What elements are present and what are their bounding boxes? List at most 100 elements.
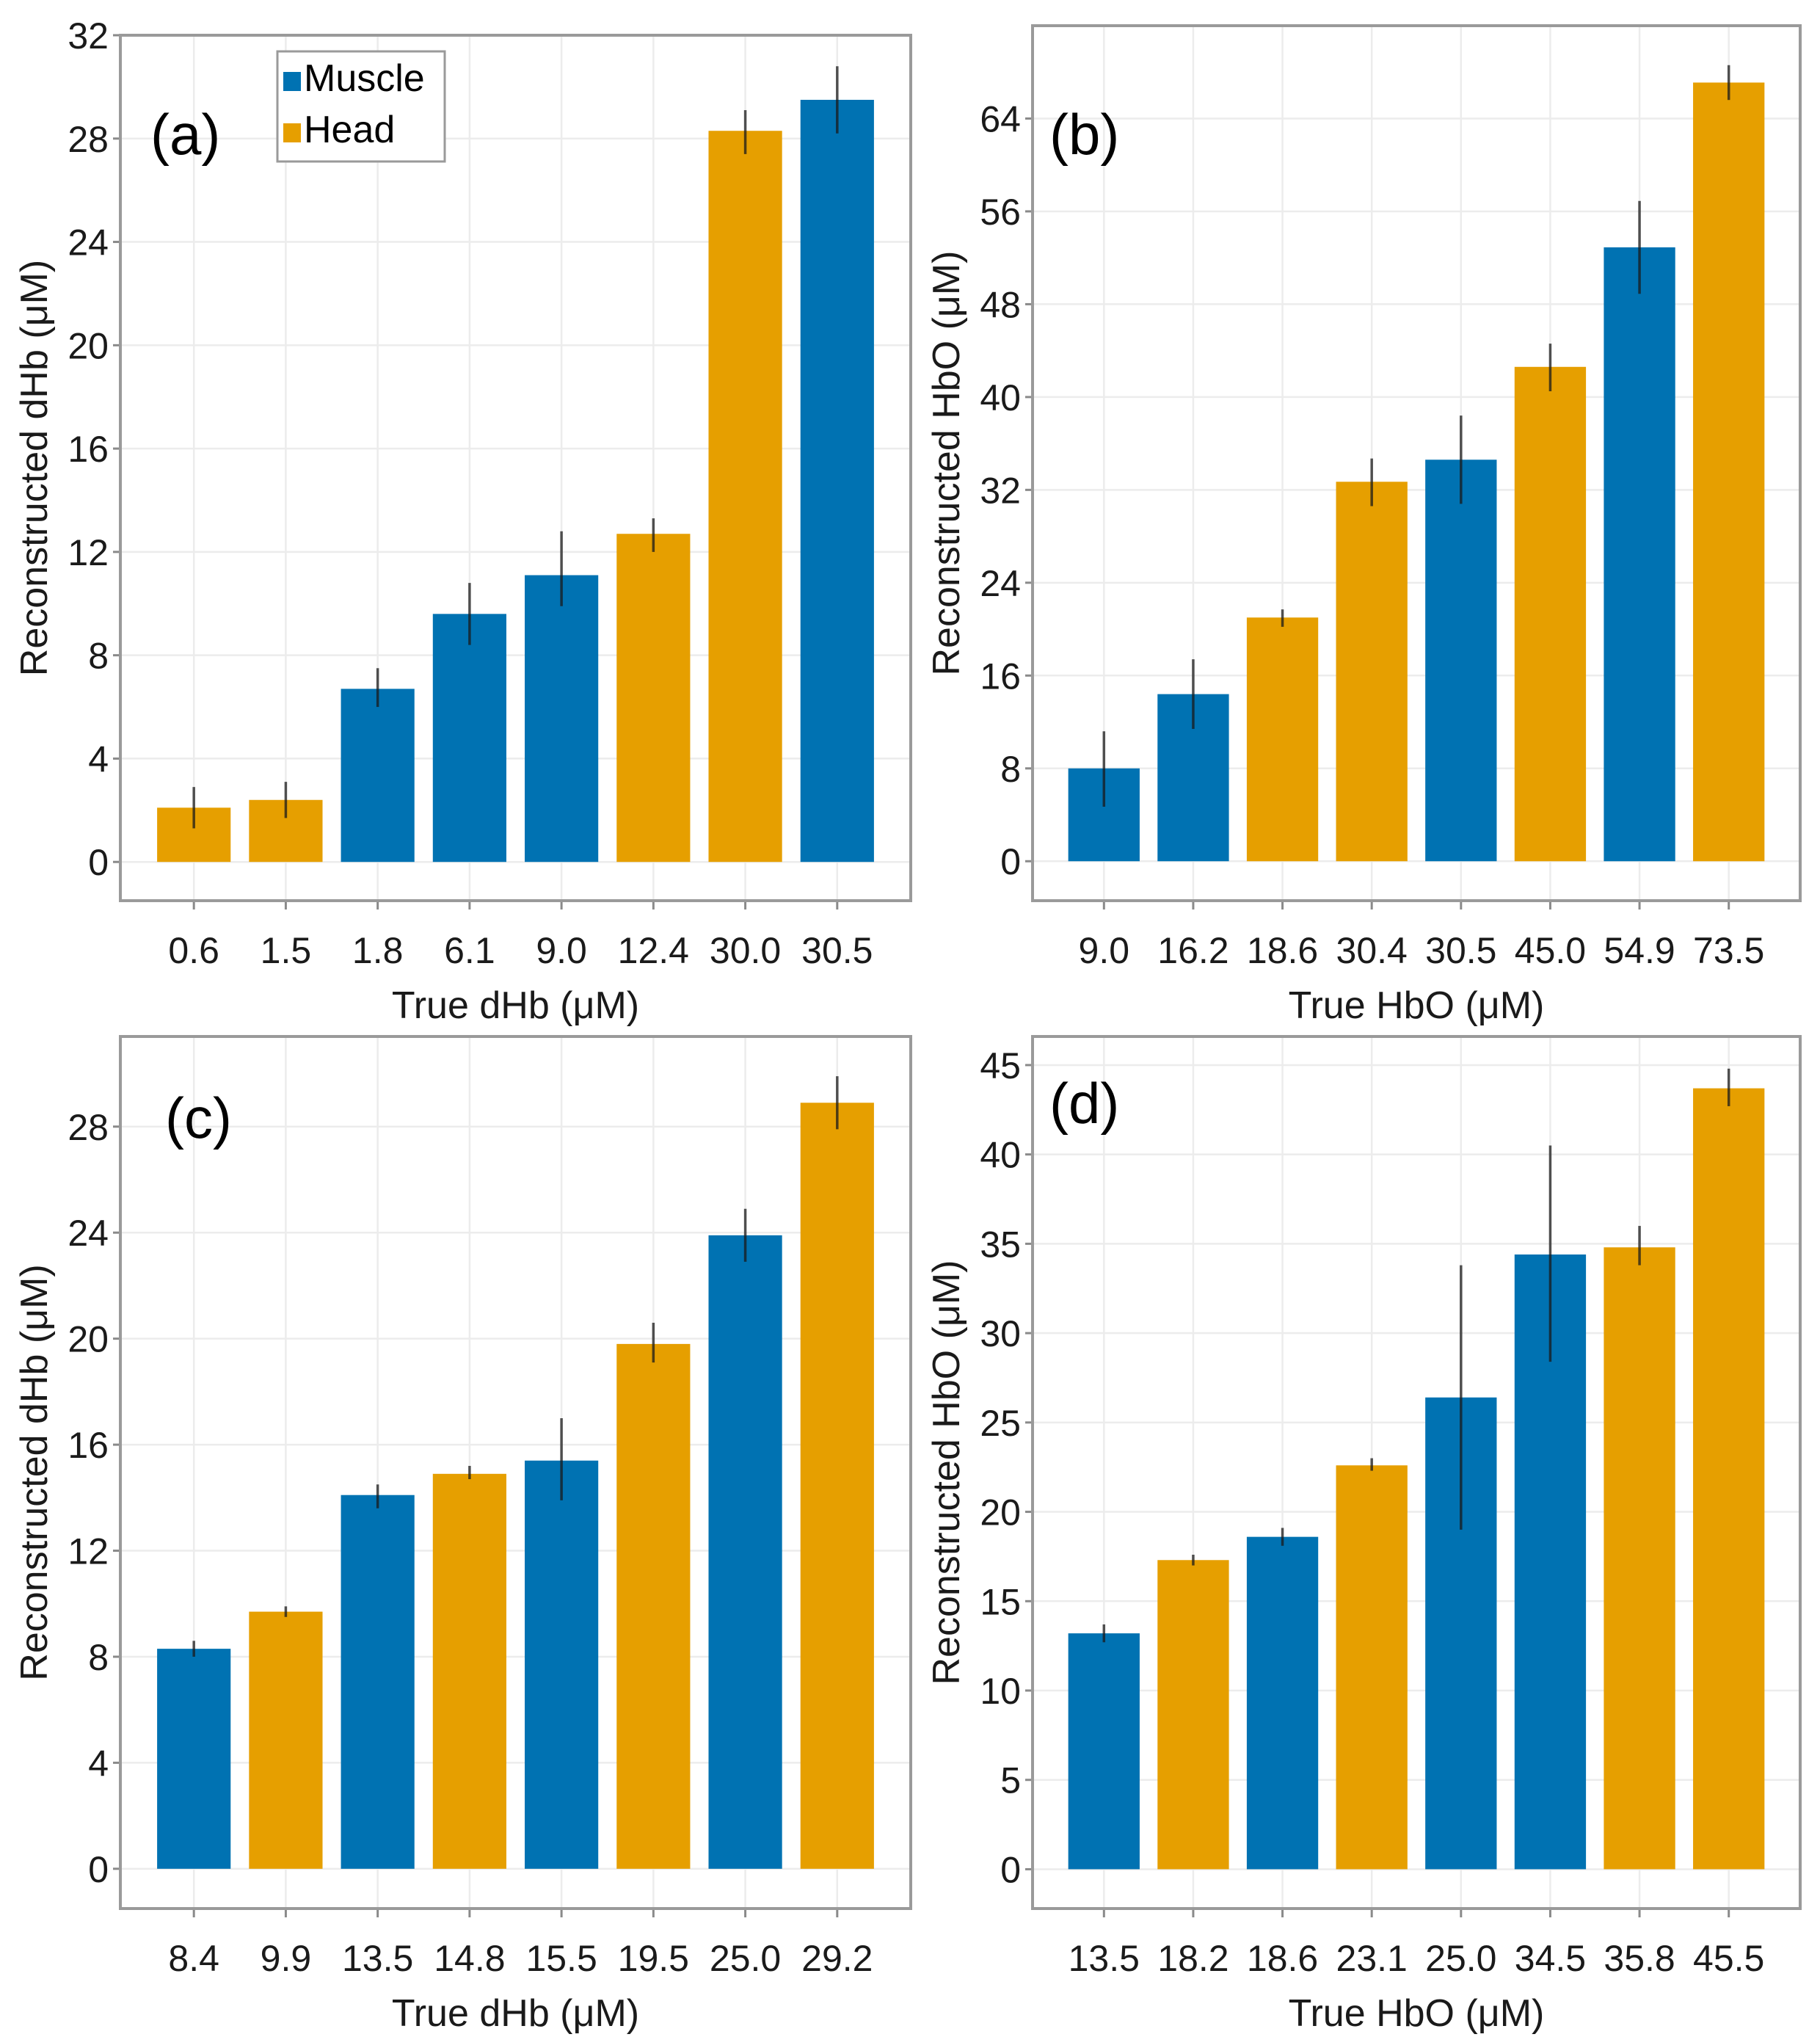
bar-muscle: [800, 99, 874, 863]
bar-muscle: [525, 575, 599, 863]
x-tick-label: 30.5: [1425, 930, 1496, 971]
bar-muscle: [1246, 1536, 1319, 1870]
bar-muscle: [341, 1495, 415, 1869]
y-axis-title: Reconstructed HbO (μM): [925, 250, 968, 675]
bar-head: [1336, 482, 1408, 862]
x-tick-label: 34.5: [1515, 1938, 1586, 1979]
x-tick-label: 6.1: [444, 930, 495, 971]
x-tick-label: 30.4: [1336, 930, 1408, 971]
x-tick-label: 9.0: [1079, 930, 1130, 971]
plot-frame: [1031, 1035, 1802, 1910]
legend: Muscle Head: [276, 50, 446, 163]
plot-area: [120, 1036, 911, 1909]
x-axis-title: True HbO (μM): [1289, 1992, 1545, 2035]
x-tick-label: 25.0: [1425, 1938, 1496, 1979]
x-tick-label: 73.5: [1693, 930, 1764, 971]
y-tick-label: 24: [68, 222, 109, 264]
y-tick-label: 56: [980, 192, 1021, 233]
y-tick-label: 40: [980, 1135, 1021, 1176]
y-tick-label: 8: [88, 1637, 109, 1678]
y-tick-label: 24: [980, 563, 1021, 604]
bar-muscle: [525, 1460, 599, 1869]
x-tick-label: 18.6: [1247, 930, 1318, 971]
bar-head: [1157, 1560, 1229, 1870]
y-tick-label: 28: [68, 119, 109, 160]
x-tick-label: 19.5: [618, 1938, 689, 1979]
x-tick-label: 16.2: [1157, 930, 1228, 971]
bar-head: [1246, 617, 1319, 862]
x-axis-title: True dHb (μM): [392, 1992, 639, 2035]
bar-head: [1693, 1088, 1765, 1870]
plot-frame: [119, 1035, 912, 1910]
x-tick-label: 14.8: [434, 1938, 505, 1979]
plot-frame: [119, 34, 912, 902]
y-axis-title: Reconstructed dHb (μM): [13, 260, 56, 676]
x-tick-label: 35.8: [1604, 1938, 1675, 1979]
y-tick-label: 0: [88, 1849, 109, 1890]
bar-head: [1693, 82, 1765, 862]
y-tick-label: 64: [980, 98, 1021, 139]
bar-head: [708, 131, 782, 863]
y-tick-label: 0: [88, 842, 109, 883]
panel-c: 0 4 8 12 16 20 24 28 8.4 9.9 13.5 14.8 15.5 19.5 25.0 2…: [13, 1035, 912, 2035]
x-tick-label: 30.0: [710, 930, 781, 971]
y-tick-label: 24: [68, 1213, 109, 1254]
x-tick-label: 8.4: [168, 1938, 219, 1979]
x-tick-label: 18.6: [1247, 1938, 1318, 1979]
panel-label: (b): [1049, 102, 1119, 167]
x-tick-label: 23.1: [1336, 1938, 1408, 1979]
x-tick-label: 1.5: [261, 930, 312, 971]
panel-a: 0 4 8 12 16 20 24 28 32 0.6 1.5 1.8 6.1 9.0 12.4 30.0 30…: [13, 15, 912, 1027]
x-tick-label: 9.0: [536, 930, 587, 971]
x-tick-label: 13.5: [1069, 1938, 1140, 1979]
legend-swatch-head: [283, 123, 301, 142]
bar-muscle: [341, 689, 415, 863]
panel-label: (d): [1049, 1071, 1119, 1136]
x-tick-label: 29.2: [801, 1938, 873, 1979]
bar-muscle: [1604, 247, 1675, 862]
x-tick-label: 0.6: [168, 930, 219, 971]
bar-head: [1604, 1247, 1675, 1870]
y-tick-label: 20: [68, 1319, 109, 1360]
bar-head: [800, 1103, 874, 1869]
bar-head: [1336, 1465, 1408, 1870]
y-axis-title: Reconstructed dHb (μM): [13, 1264, 56, 1680]
y-tick-label: 35: [980, 1224, 1021, 1265]
y-tick-label: 8: [1000, 749, 1021, 790]
y-tick-label: 20: [980, 1492, 1021, 1533]
y-tick-label: 25: [980, 1403, 1021, 1444]
y-tick-label: 16: [68, 1425, 109, 1466]
x-tick-label: 15.5: [525, 1938, 597, 1979]
y-tick-label: 45: [980, 1045, 1021, 1086]
bar-head: [1514, 366, 1587, 862]
y-tick-label: 8: [88, 636, 109, 677]
y-tick-label: 5: [1000, 1760, 1021, 1801]
plot-area: [1033, 1036, 1800, 1909]
bar-head: [616, 1343, 691, 1869]
x-tick-label: 54.9: [1604, 930, 1675, 971]
y-tick-label: 0: [1000, 1849, 1021, 1890]
legend-swatch-muscle: [283, 72, 301, 91]
bar-muscle: [708, 1235, 782, 1869]
panel-d: 0 5 10 15 20 25 30 35 40 45 13.5 18.2 18.6 23.1 25.0 34…: [925, 1035, 1802, 2035]
panel-b: 0 8 16 24 32 40 48 56 64 9.0 16.2 18.6 30.4 30.5 45.0 5…: [925, 24, 1802, 1027]
y-tick-label: 0: [1000, 841, 1021, 882]
y-tick-label: 15: [980, 1581, 1021, 1622]
x-tick-label: 1.8: [352, 930, 404, 971]
legend-label-head: Head: [304, 109, 395, 151]
x-axis-title: True dHb (μM): [392, 984, 639, 1027]
x-tick-label: 25.0: [710, 1938, 781, 1979]
plot-area: [120, 35, 911, 901]
y-tick-label: 4: [88, 738, 109, 780]
x-tick-label: 12.4: [618, 930, 689, 971]
x-axis-title: True HbO (μM): [1289, 984, 1545, 1027]
y-tick-label: 4: [88, 1743, 109, 1784]
bar-muscle: [1425, 460, 1497, 862]
bar-muscle: [157, 1649, 231, 1869]
panel-label: (a): [150, 102, 220, 167]
bar-head: [616, 534, 691, 863]
x-tick-label: 45.5: [1693, 1938, 1764, 1979]
y-tick-label: 30: [980, 1313, 1021, 1354]
y-tick-label: 12: [68, 532, 109, 573]
